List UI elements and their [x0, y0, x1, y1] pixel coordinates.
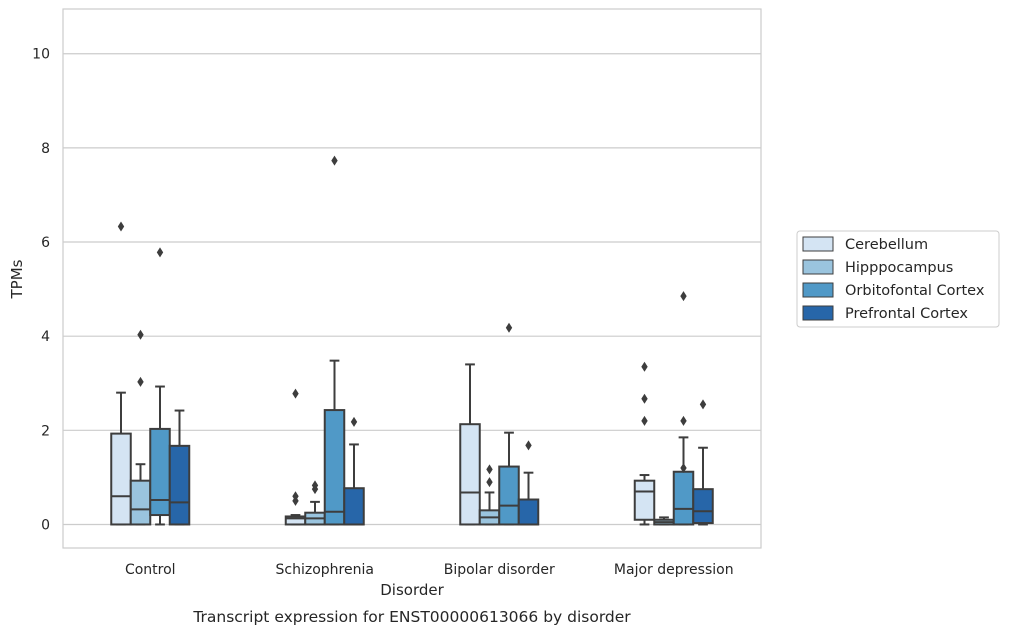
legend-label: Cerebellum [845, 237, 928, 253]
box-group [633, 361, 656, 526]
outlier-point [680, 415, 687, 426]
box-group [110, 221, 132, 526]
series-orbitofontal-cortex [149, 155, 695, 526]
box-iqr [129, 479, 152, 526]
box-group [653, 516, 675, 526]
box-iqr [498, 465, 520, 526]
outlier-point [331, 155, 338, 166]
outlier-point [350, 416, 358, 427]
outlier-point [505, 322, 513, 333]
legend-swatch [802, 259, 834, 275]
y-tick-label: 10 [32, 47, 50, 63]
outlier-point [156, 247, 164, 258]
x-tick-labels: Control Schizophrenia Bipolar disorder Majo… [125, 562, 734, 578]
y-tick-labels: 0 2 4 6 8 10 [32, 47, 50, 534]
y-tick-label: 0 [41, 517, 50, 533]
box-group [517, 440, 540, 526]
box-group [323, 155, 346, 526]
y-tick-label: 8 [41, 141, 50, 157]
box-iqr [692, 488, 714, 525]
box-iqr [633, 479, 656, 521]
x-tick-label: Bipolar disorder [444, 562, 555, 578]
box-iqr [517, 498, 540, 526]
outlier-point [292, 388, 299, 399]
x-tick-label: Schizophrenia [276, 562, 374, 578]
chart-caption: Transcript expression for ENST0000061306… [192, 608, 631, 626]
outlier-point [292, 491, 299, 502]
y-tick-label: 2 [41, 423, 50, 439]
outlier-point [680, 291, 687, 302]
y-tick-label: 4 [41, 329, 50, 345]
legend-swatch [802, 305, 834, 321]
outlier-point [680, 462, 687, 473]
box-group [149, 247, 171, 526]
box-iqr [168, 444, 191, 526]
box-iqr [672, 470, 695, 526]
outlier-point [641, 393, 648, 404]
legend-swatch [802, 236, 834, 252]
box-group [478, 464, 501, 526]
outlier-point [486, 477, 493, 488]
y-tick-label: 6 [41, 235, 50, 251]
legend-label: Hipppocampus [845, 260, 953, 276]
box-iqr [110, 432, 132, 526]
legend: Cerebellum Hipppocampus Orbitofontal Corte… [796, 230, 1000, 328]
box-group [459, 363, 481, 526]
legend-label: Orbitofontal Cortex [845, 283, 985, 299]
legend-frame [796, 230, 1000, 328]
outlier-point [486, 464, 493, 475]
box-group [498, 322, 520, 526]
x-tick-label: Major depression [614, 562, 734, 578]
x-tick-label: Control [125, 562, 176, 578]
box-iqr [149, 427, 171, 517]
series-prefrontal-cortex [168, 399, 714, 526]
box-iqr [343, 487, 365, 526]
box-group [672, 291, 695, 526]
box-group [343, 416, 365, 526]
y-axis-label: TPMs [8, 259, 26, 299]
outlier-point [699, 399, 707, 410]
outlier-point [641, 361, 648, 372]
series-hipppocampus [129, 329, 675, 526]
box-iqr [459, 423, 481, 526]
box-group [692, 399, 714, 526]
legend-label: Prefrontal Cortex [845, 306, 968, 322]
outlier-point [137, 329, 144, 340]
box-group [168, 409, 191, 526]
outlier-point [117, 221, 125, 232]
box-iqr [323, 409, 346, 526]
x-axis-label: Disorder [380, 581, 444, 599]
outlier-point [525, 440, 532, 451]
outlier-point [137, 376, 144, 387]
box-series [110, 155, 714, 526]
outlier-point [311, 480, 319, 491]
legend-swatch [802, 282, 834, 298]
box-group [129, 329, 152, 526]
outlier-point [641, 415, 648, 426]
